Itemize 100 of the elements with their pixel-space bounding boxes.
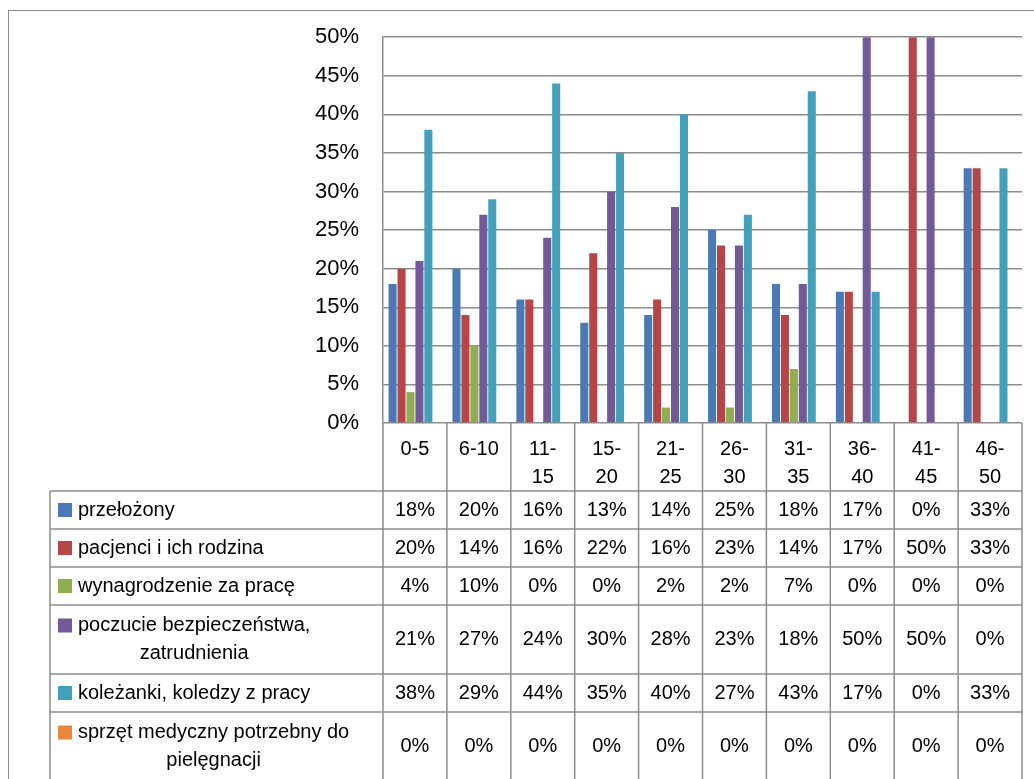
- bar: [543, 237, 552, 423]
- data-label: 30%: [586, 627, 627, 650]
- y-tick-label: 15%: [314, 293, 359, 319]
- data-label: 0%: [975, 734, 1005, 757]
- data-label: 0%: [975, 627, 1005, 650]
- bar: [589, 253, 598, 423]
- data-label: 0%: [592, 573, 622, 596]
- data-label: 16%: [650, 535, 691, 558]
- data-label: 28%: [650, 627, 691, 650]
- data-label: 50%: [906, 535, 947, 558]
- x-tick-label: 6-10: [458, 436, 499, 459]
- bar: [972, 168, 981, 423]
- data-label: 2%: [656, 573, 686, 596]
- data-label: 0%: [847, 573, 877, 596]
- data-label: 29%: [458, 680, 500, 703]
- data-label: 33%: [970, 497, 1011, 520]
- data-label: 0%: [911, 680, 941, 703]
- bar: [789, 368, 798, 423]
- bar: [470, 345, 479, 423]
- data-label: 0%: [911, 734, 941, 757]
- data-label: 38%: [394, 680, 436, 703]
- data-label: 16%: [522, 497, 563, 520]
- data-label: 50%: [906, 627, 947, 650]
- bar: [771, 284, 781, 423]
- y-tick-label: 40%: [314, 100, 359, 126]
- data-label: 20%: [458, 497, 500, 520]
- data-label: 14%: [778, 535, 819, 558]
- bar: [708, 230, 717, 423]
- bar: [963, 168, 972, 423]
- data-label: 20%: [394, 535, 436, 558]
- data-label: 4%: [400, 573, 430, 596]
- bar: [653, 299, 662, 423]
- legend-label: poczucie bezpieczeństwa, zatrudnienia: [78, 613, 311, 664]
- data-label: 0%: [400, 734, 430, 757]
- bar: [743, 214, 752, 423]
- bar: [862, 37, 871, 423]
- bar: [488, 199, 497, 423]
- bar: [798, 284, 807, 423]
- data-label: 14%: [458, 535, 500, 558]
- data-label: 0%: [783, 734, 814, 757]
- x-tick-label: 15-20: [592, 436, 622, 487]
- bar: [780, 314, 789, 423]
- data-label: 22%: [586, 535, 627, 558]
- bar: [397, 268, 406, 423]
- legend-label: pacjenci i ich rodzina: [78, 535, 265, 558]
- data-label: 7%: [783, 573, 814, 596]
- data-label: 27%: [458, 627, 500, 650]
- bar: [926, 37, 935, 423]
- x-tick-label: 31-35: [783, 436, 813, 487]
- x-tick-label: 36-40: [847, 436, 877, 487]
- bar: [662, 407, 671, 423]
- y-tick-label: 5%: [327, 370, 359, 396]
- data-label: 0%: [592, 734, 622, 757]
- bar: [871, 291, 880, 423]
- data-label: 0%: [464, 734, 494, 757]
- x-tick-label: 26-30: [720, 436, 749, 487]
- bar: [461, 314, 470, 423]
- legend-label: sprzęt medyczny potrzebny do pielęgnacji: [78, 720, 350, 771]
- y-tick-label: 20%: [314, 254, 359, 280]
- bar: [406, 392, 415, 423]
- data-label: 18%: [394, 497, 436, 520]
- y-tick-label: 30%: [314, 177, 359, 203]
- data-label: 2%: [720, 573, 750, 596]
- bar: [388, 284, 397, 423]
- data-label: 10%: [458, 573, 500, 596]
- data-label: 0%: [847, 734, 877, 757]
- bar: [725, 407, 734, 423]
- bar: [717, 245, 726, 423]
- data-label: 25%: [714, 497, 755, 520]
- data-label: 0%: [911, 497, 941, 520]
- legend-label: wynagrodzenie za pracę: [77, 573, 295, 596]
- bar: [607, 191, 616, 423]
- data-label: 18%: [778, 627, 819, 650]
- data-label: 13%: [586, 497, 627, 520]
- data-label: 0%: [911, 573, 941, 596]
- y-tick-label: 35%: [314, 139, 359, 164]
- data-label: 50%: [842, 627, 883, 650]
- y-tick-label: 10%: [314, 331, 359, 357]
- y-tick-label: 25%: [314, 216, 359, 242]
- data-label: 33%: [970, 680, 1011, 703]
- legend-label: koleżanki, koledzy z pracy: [78, 680, 311, 703]
- legend-label: przełożony: [78, 497, 175, 520]
- bar: [479, 214, 488, 423]
- x-tick-label: 0-5: [400, 436, 430, 459]
- data-label: 14%: [650, 497, 691, 520]
- bar: [835, 291, 844, 423]
- data-label: 23%: [714, 627, 755, 650]
- x-tick-label: 11-15: [529, 436, 557, 487]
- y-tick-label: 50%: [314, 23, 359, 49]
- bar: [525, 299, 534, 423]
- bar: [908, 37, 917, 423]
- bar: [671, 206, 680, 423]
- y-tick-label: 0%: [327, 409, 359, 435]
- bar: [807, 91, 816, 423]
- data-label: 44%: [522, 680, 563, 703]
- data-label: 17%: [842, 680, 883, 703]
- x-tick-label: 46-50: [975, 436, 1005, 487]
- bar: [580, 322, 589, 423]
- data-label: 17%: [842, 497, 883, 520]
- data-label: 33%: [970, 535, 1011, 558]
